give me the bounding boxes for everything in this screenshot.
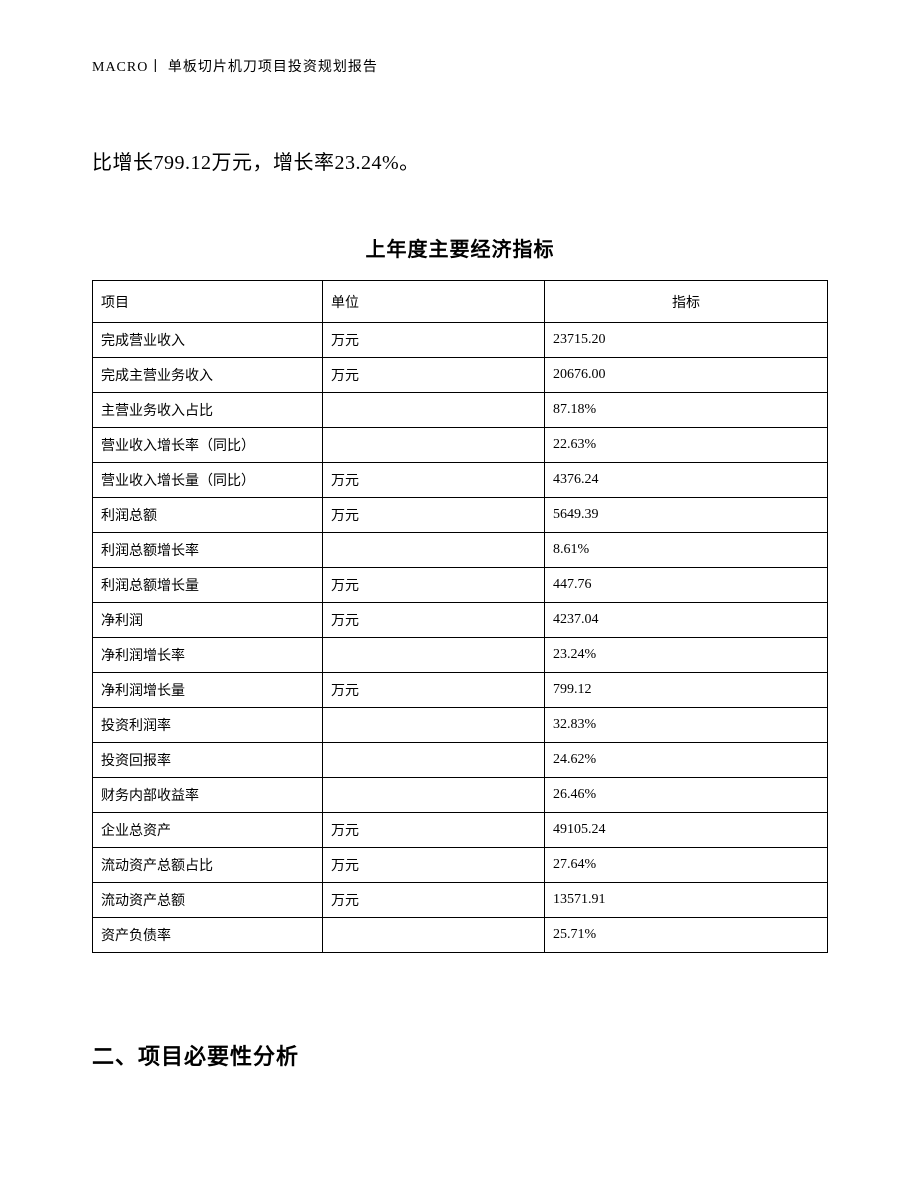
table-cell: 4376.24 [545, 463, 828, 498]
table-row: 投资回报率 24.62% [93, 743, 828, 778]
table-cell: 万元 [323, 673, 545, 708]
table-cell: 利润总额 [93, 498, 323, 533]
table-row: 利润总额增长率 8.61% [93, 533, 828, 568]
table-cell: 5649.39 [545, 498, 828, 533]
table-header-cell: 项目 [93, 281, 323, 323]
table-row: 资产负债率 25.71% [93, 918, 828, 953]
table-cell: 万元 [323, 463, 545, 498]
table-header-cell: 单位 [323, 281, 545, 323]
table-cell: 营业收入增长率（同比） [93, 428, 323, 463]
table-cell: 25.71% [545, 918, 828, 953]
table-header-row: 项目 单位 指标 [93, 281, 828, 323]
table-cell: 8.61% [545, 533, 828, 568]
table-cell: 净利润增长量 [93, 673, 323, 708]
table-cell: 32.83% [545, 708, 828, 743]
table-cell [323, 393, 545, 428]
table-cell: 资产负债率 [93, 918, 323, 953]
table-row: 利润总额增长量万元447.76 [93, 568, 828, 603]
table-cell: 利润总额增长率 [93, 533, 323, 568]
table-cell: 万元 [323, 813, 545, 848]
table-row: 净利润增长量万元799.12 [93, 673, 828, 708]
table-row: 营业收入增长率（同比） 22.63% [93, 428, 828, 463]
table-row: 净利润增长率 23.24% [93, 638, 828, 673]
table-cell: 447.76 [545, 568, 828, 603]
table-cell: 完成营业收入 [93, 323, 323, 358]
table-cell: 799.12 [545, 673, 828, 708]
table-cell: 主营业务收入占比 [93, 393, 323, 428]
table-cell: 流动资产总额 [93, 883, 323, 918]
table-cell: 87.18% [545, 393, 828, 428]
table-cell: 万元 [323, 883, 545, 918]
table-cell [323, 708, 545, 743]
table-cell: 49105.24 [545, 813, 828, 848]
table-cell: 流动资产总额占比 [93, 848, 323, 883]
table-cell: 万元 [323, 603, 545, 638]
table-cell: 24.62% [545, 743, 828, 778]
table-cell [323, 428, 545, 463]
table-cell: 22.63% [545, 428, 828, 463]
page-header: MACRO丨 单板切片机刀项目投资规划报告 [92, 56, 828, 76]
table-cell: 20676.00 [545, 358, 828, 393]
table-cell: 完成主营业务收入 [93, 358, 323, 393]
table-cell [323, 743, 545, 778]
table-header-cell: 指标 [545, 281, 828, 323]
table-cell: 27.64% [545, 848, 828, 883]
economic-indicators-table: 项目 单位 指标 完成营业收入万元23715.20完成主营业务收入万元20676… [92, 280, 828, 953]
table-cell [323, 533, 545, 568]
table-row: 企业总资产万元49105.24 [93, 813, 828, 848]
table-row: 净利润万元4237.04 [93, 603, 828, 638]
section-heading: 二、项目必要性分析 [92, 1039, 828, 1071]
table-cell: 投资回报率 [93, 743, 323, 778]
table-cell: 13571.91 [545, 883, 828, 918]
table-row: 财务内部收益率 26.46% [93, 778, 828, 813]
table-cell: 企业总资产 [93, 813, 323, 848]
table-cell: 投资利润率 [93, 708, 323, 743]
table-row: 流动资产总额占比万元27.64% [93, 848, 828, 883]
table-cell: 万元 [323, 323, 545, 358]
table-cell: 23.24% [545, 638, 828, 673]
table-body: 完成营业收入万元23715.20完成主营业务收入万元20676.00主营业务收入… [93, 323, 828, 953]
table-row: 完成营业收入万元23715.20 [93, 323, 828, 358]
table-cell: 净利润增长率 [93, 638, 323, 673]
table-cell: 4237.04 [545, 603, 828, 638]
table-row: 主营业务收入占比 87.18% [93, 393, 828, 428]
table-title: 上年度主要经济指标 [92, 233, 828, 262]
table-cell [323, 638, 545, 673]
table-cell: 万元 [323, 358, 545, 393]
table-row: 流动资产总额万元13571.91 [93, 883, 828, 918]
body-text-line: 比增长799.12万元，增长率23.24%。 [92, 146, 828, 175]
document-page: MACRO丨 单板切片机刀项目投资规划报告 比增长799.12万元，增长率23.… [0, 0, 920, 1191]
table-row: 营业收入增长量（同比）万元4376.24 [93, 463, 828, 498]
table-row: 完成主营业务收入万元20676.00 [93, 358, 828, 393]
table-cell: 23715.20 [545, 323, 828, 358]
table-cell: 万元 [323, 848, 545, 883]
table-cell: 净利润 [93, 603, 323, 638]
table-cell: 财务内部收益率 [93, 778, 323, 813]
table-cell: 万元 [323, 498, 545, 533]
table-cell [323, 918, 545, 953]
table-cell: 利润总额增长量 [93, 568, 323, 603]
table-row: 利润总额万元5649.39 [93, 498, 828, 533]
table-cell: 营业收入增长量（同比） [93, 463, 323, 498]
table-row: 投资利润率 32.83% [93, 708, 828, 743]
table-cell: 万元 [323, 568, 545, 603]
table-cell [323, 778, 545, 813]
table-cell: 26.46% [545, 778, 828, 813]
